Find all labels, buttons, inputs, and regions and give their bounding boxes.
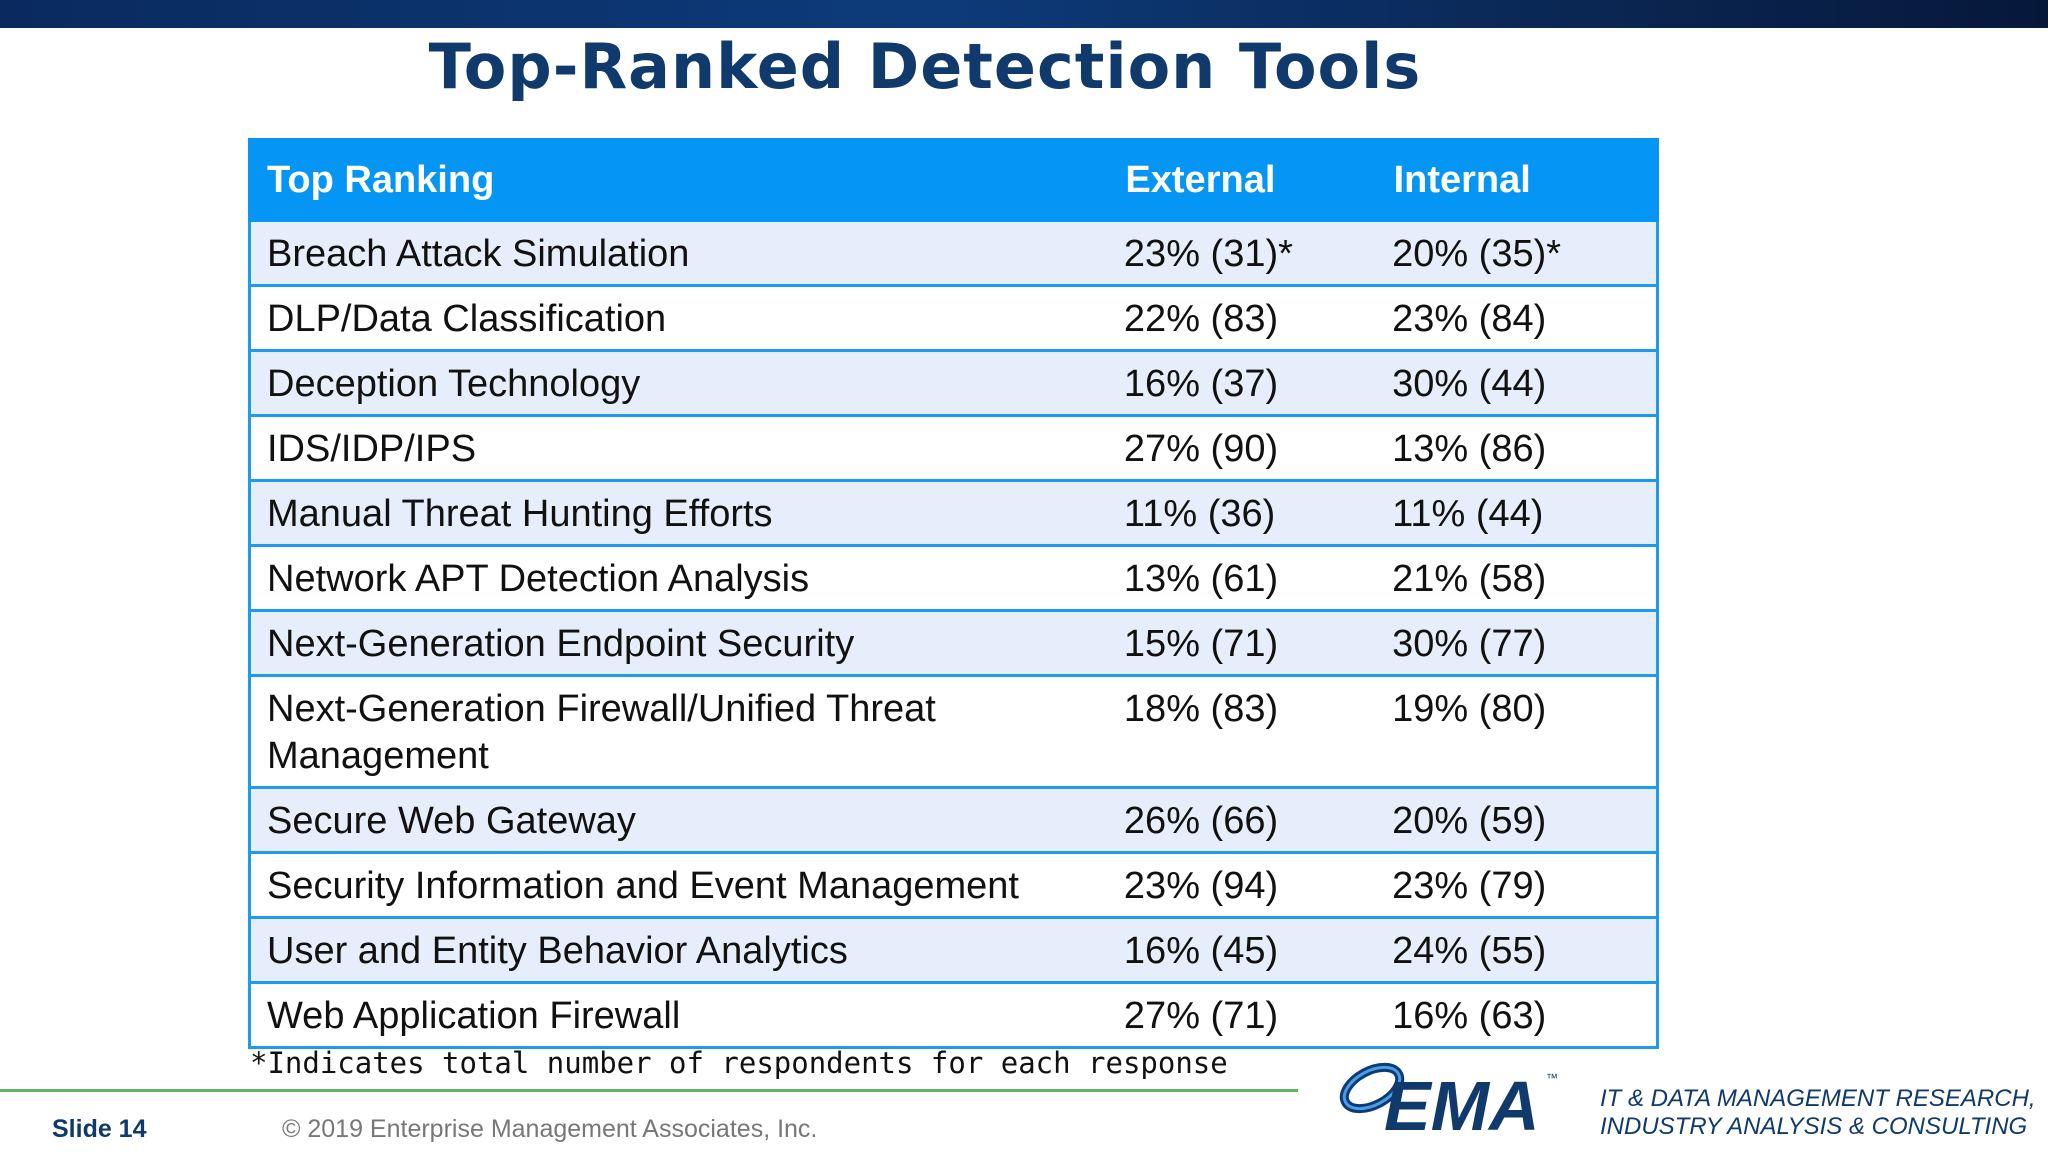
cell-tool-name: Deception Technology (247, 349, 1108, 417)
cell-internal: 30% (77) (1376, 609, 1660, 677)
cell-internal: 30% (44) (1376, 349, 1660, 417)
cell-tool-name: IDS/IDP/IPS (247, 414, 1108, 482)
cell-tool-name: Network APT Detection Analysis (247, 544, 1108, 612)
cell-tool-name: User and Entity Behavior Analytics (247, 916, 1108, 984)
table-row: Next-Generation Endpoint Security 15% (71… (247, 609, 1660, 677)
cell-tool-name: Breach Attack Simulation (247, 219, 1108, 287)
ema-logo: EMA ™ (1339, 1062, 1558, 1140)
header-external: External (1106, 138, 1378, 222)
table-row: Next-Generation Firewall/Unified Threat … (247, 674, 1660, 789)
cell-internal: 21% (58) (1376, 544, 1660, 612)
cell-tool-name: Manual Threat Hunting Efforts (247, 479, 1108, 547)
cell-internal: 23% (79) (1376, 851, 1660, 919)
cell-external: 27% (90) (1107, 414, 1377, 482)
tagline-line-1: IT & DATA MANAGEMENT RESEARCH, (1600, 1085, 2036, 1112)
table-row: Secure Web Gateway 26% (66) 20% (59) (247, 786, 1660, 854)
top-banner-bar (0, 0, 2048, 28)
ema-logo-text: EMA (1384, 1067, 1540, 1140)
table-row: Security Information and Event Managemen… (247, 851, 1660, 919)
cell-tool-name: Web Application Firewall (247, 981, 1108, 1049)
cell-internal: 19% (80) (1376, 674, 1660, 789)
header-top-ranking: Top Ranking (247, 138, 1110, 222)
cell-tool-name: DLP/Data Classification (247, 284, 1108, 352)
cell-tool-name: Secure Web Gateway (247, 786, 1108, 854)
table-row: User and Entity Behavior Analytics 16% (4… (247, 916, 1660, 984)
table-row: Web Application Firewall 27% (71) 16% (63) (247, 981, 1660, 1049)
trademark-mark: ™ (1546, 1071, 1558, 1085)
ema-tagline: IT & DATA MANAGEMENT RESEARCH, INDUSTRY … (1600, 1085, 2036, 1141)
cell-external: 15% (71) (1107, 609, 1377, 677)
cell-internal: 24% (55) (1376, 916, 1660, 984)
cell-internal: 20% (59) (1376, 786, 1660, 854)
table-header-row: Top Ranking External Internal (247, 138, 1660, 222)
cell-external: 11% (36) (1107, 479, 1377, 547)
slide-number: Slide 14 (52, 1115, 147, 1143)
header-internal: Internal (1374, 138, 1660, 222)
tagline-line-2: INDUSTRY ANALYSIS & CONSULTING (1600, 1113, 2028, 1140)
table-row: Breach Attack Simulation 23% (31)* 20% (35… (247, 219, 1660, 287)
table-row: IDS/IDP/IPS 27% (90) 13% (86) (247, 414, 1660, 482)
cell-internal: 11% (44) (1376, 479, 1660, 547)
detection-tools-table: Top Ranking External Internal Breach Att… (247, 138, 1660, 1049)
table-row: Manual Threat Hunting Efforts 11% (36) 11%… (247, 479, 1660, 547)
cell-tool-name: Next-Generation Endpoint Security (247, 609, 1108, 677)
table-row: DLP/Data Classification 22% (83) 23% (84) (247, 284, 1660, 352)
cell-tool-name: Next-Generation Firewall/Unified Threat … (247, 674, 1108, 789)
table-row: Deception Technology 16% (37) 30% (44) (247, 349, 1660, 417)
swoosh-icon (1339, 1062, 1405, 1114)
cell-tool-name: Security Information and Event Managemen… (247, 851, 1108, 919)
footer-divider (0, 1089, 1298, 1092)
cell-internal: 23% (84) (1376, 284, 1660, 352)
cell-external: 16% (37) (1107, 349, 1377, 417)
slide-title: Top-Ranked Detection Tools (428, 30, 1422, 103)
cell-external: 16% (45) (1107, 916, 1377, 984)
copyright-text: © 2019 Enterprise Management Associates,… (282, 1115, 818, 1143)
cell-external: 23% (94) (1107, 851, 1377, 919)
cell-external: 27% (71) (1107, 981, 1377, 1049)
footnote: *Indicates total number of respondents f… (250, 1046, 1228, 1080)
cell-internal: 16% (63) (1376, 981, 1660, 1049)
cell-external: 18% (83) (1107, 674, 1377, 789)
table-row: Network APT Detection Analysis 13% (61) 21… (247, 544, 1660, 612)
cell-external: 23% (31)* (1107, 219, 1377, 287)
cell-internal: 13% (86) (1376, 414, 1660, 482)
cell-external: 13% (61) (1107, 544, 1377, 612)
cell-external: 22% (83) (1107, 284, 1377, 352)
cell-internal: 20% (35)* (1376, 219, 1660, 287)
table-body: Breach Attack Simulation 23% (31)* 20% (35… (247, 219, 1660, 1049)
cell-external: 26% (66) (1107, 786, 1377, 854)
